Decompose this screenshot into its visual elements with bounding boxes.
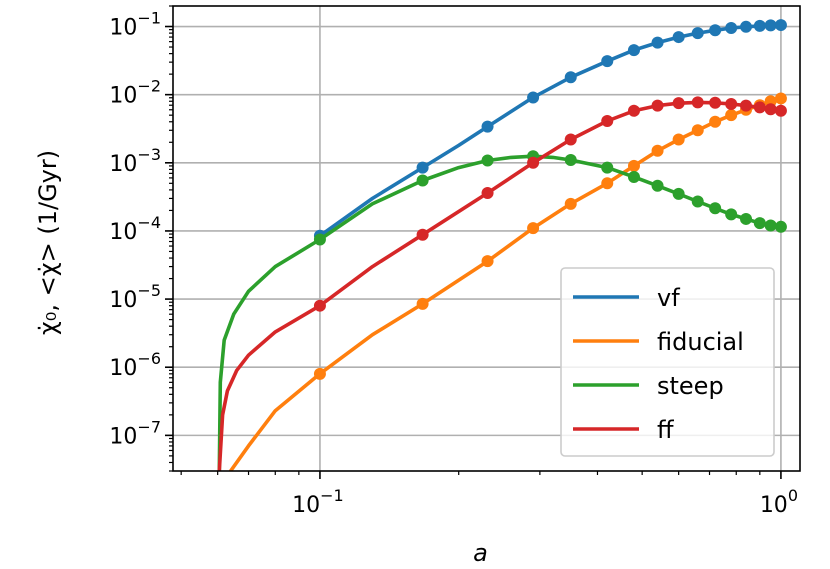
- y-axis-label: χ̇₀, <χ̇> (1/Gyr): [34, 150, 62, 335]
- y-tick-label: 10−3: [109, 145, 161, 177]
- data-point-fiducial: [725, 109, 738, 122]
- data-point-steep: [313, 233, 326, 246]
- data-point-fiducial: [774, 92, 787, 105]
- data-point-fiducial: [672, 133, 685, 146]
- data-point-ff: [753, 101, 766, 114]
- data-point-steep: [564, 153, 577, 166]
- data-point-ff: [481, 187, 494, 200]
- data-point-vf: [651, 36, 664, 49]
- data-point-vf: [740, 20, 753, 33]
- data-point-ff: [672, 97, 685, 110]
- y-tick-label: 10−6: [109, 349, 161, 381]
- data-point-ff: [651, 99, 664, 112]
- y-tick-label: 10−1: [109, 9, 161, 41]
- data-point-steep: [725, 208, 738, 221]
- data-point-ff: [564, 133, 577, 146]
- x-tick-label: 100: [760, 486, 798, 518]
- data-point-steep: [627, 170, 640, 183]
- data-point-vf: [416, 161, 429, 174]
- legend-label-fiducial: fiducial: [657, 328, 744, 356]
- x-axis-label: a: [473, 539, 488, 567]
- data-point-fiducial: [601, 177, 614, 190]
- data-point-ff: [740, 99, 753, 112]
- data-point-steep: [740, 212, 753, 225]
- data-point-ff: [601, 115, 614, 128]
- data-point-vf: [527, 91, 540, 104]
- data-point-ff: [691, 96, 704, 109]
- data-point-ff: [313, 299, 326, 312]
- legend-label-vf: vf: [657, 284, 680, 312]
- data-point-vf: [691, 27, 704, 40]
- data-point-steep: [709, 202, 722, 215]
- y-tick-label: 10−7: [109, 417, 161, 449]
- data-point-vf: [672, 31, 685, 44]
- data-point-steep: [651, 179, 664, 192]
- data-point-vf: [564, 71, 577, 84]
- data-point-vf: [481, 120, 494, 133]
- data-point-fiducial: [481, 255, 494, 268]
- data-point-fiducial: [651, 144, 664, 157]
- data-point-steep: [481, 154, 494, 167]
- plot-frame: [172, 5, 801, 472]
- data-point-vf: [774, 19, 787, 32]
- data-point-ff: [627, 104, 640, 117]
- data-point-steep: [601, 161, 614, 174]
- data-point-fiducial: [416, 297, 429, 310]
- data-point-steep: [416, 174, 429, 187]
- legend-label-steep: steep: [657, 372, 724, 400]
- ticks: 10−1 100 10−7 10−6 10−5 10−4 10−3 10−2 10−1: [109, 5, 798, 518]
- data-point-ff: [725, 97, 738, 110]
- data-point-steep: [691, 195, 704, 208]
- data-point-ff: [709, 96, 722, 109]
- data-point-vf: [764, 19, 777, 32]
- data-point-fiducial: [691, 124, 704, 137]
- data-point-ff: [774, 104, 787, 117]
- data-point-steep: [672, 187, 685, 200]
- data-point-vf: [601, 55, 614, 68]
- data-point-ff: [764, 103, 777, 116]
- data-point-fiducial: [627, 159, 640, 172]
- data-point-vf: [725, 22, 738, 35]
- data-point-vf: [709, 24, 722, 37]
- data-point-steep: [764, 219, 777, 232]
- legend-label-ff: ff: [657, 416, 674, 444]
- y-tick-label: 10−5: [109, 281, 161, 313]
- y-tick-label: 10−4: [109, 213, 161, 245]
- grid: [173, 6, 800, 471]
- x-tick-label: 10−1: [292, 486, 344, 518]
- data-point-fiducial: [527, 222, 540, 235]
- data-point-fiducial: [564, 197, 577, 210]
- data-point-steep: [774, 220, 787, 233]
- series-layer: [217, 19, 787, 471]
- data-point-ff: [527, 156, 540, 169]
- data-point-fiducial: [709, 115, 722, 128]
- data-point-steep: [753, 217, 766, 230]
- data-point-fiducial: [313, 367, 326, 380]
- data-point-vf: [753, 19, 766, 32]
- legend-box: [560, 267, 775, 457]
- data-point-vf: [627, 44, 640, 57]
- y-tick-label: 10−2: [109, 77, 161, 109]
- legend: vf fiducial steep ff: [560, 267, 775, 457]
- data-point-ff: [416, 228, 429, 241]
